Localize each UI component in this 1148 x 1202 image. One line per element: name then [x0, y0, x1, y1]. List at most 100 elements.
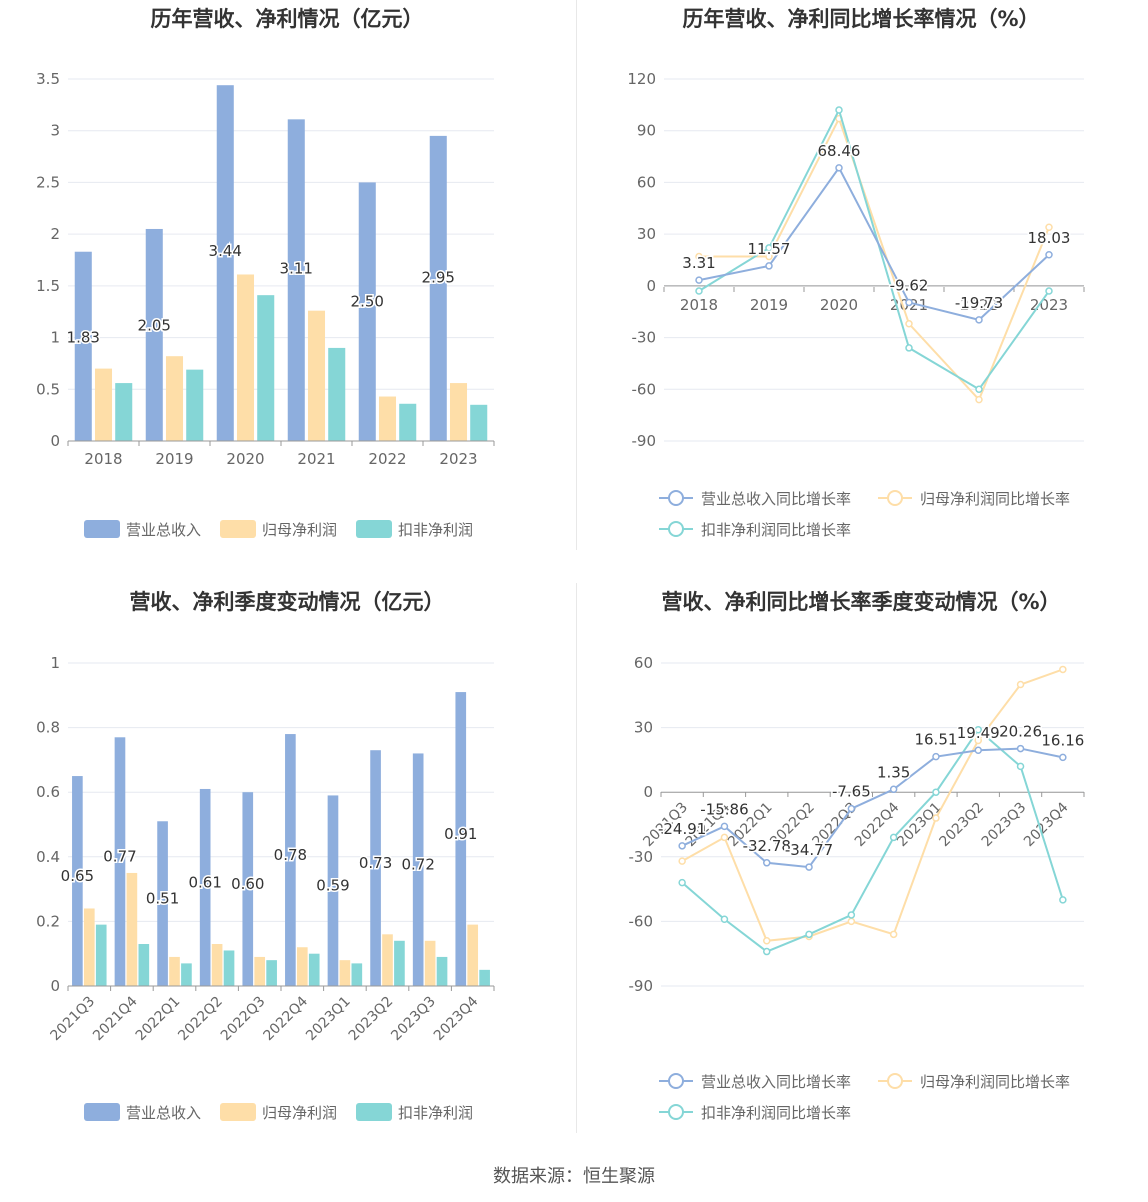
bar: [145, 228, 163, 441]
data-point: [763, 859, 771, 867]
data-label: -24.91: [658, 820, 706, 838]
data-label: 16.16: [1041, 731, 1084, 749]
bar: [257, 295, 275, 441]
y-tick-label: 60: [637, 173, 656, 191]
chart-quarterly-growth-svg: -90-60-30030602021Q32021Q42022Q12022Q220…: [629, 654, 1086, 1122]
data-point: [763, 947, 771, 956]
data-point: [1016, 744, 1025, 753]
data-point: [974, 726, 982, 734]
legend-marker: [668, 1104, 684, 1120]
data-point: [765, 252, 773, 261]
bar: [382, 934, 393, 986]
legend-marker: [887, 1073, 903, 1089]
bar: [266, 960, 277, 986]
data-label: 11.57: [748, 240, 791, 258]
bar: [181, 963, 192, 986]
chart-title: 营收、净利同比增长率季度变动情况（%）: [661, 590, 1061, 614]
legend-label: 归母净利润同比增长率: [920, 1073, 1070, 1091]
bar: [399, 403, 417, 441]
y-tick-label: 0.6: [36, 783, 60, 801]
data-point: [847, 804, 856, 813]
legend-label: 归母净利润: [262, 1104, 337, 1122]
data-point: [678, 857, 686, 865]
bar: [467, 924, 479, 986]
bar: [169, 956, 180, 986]
bar: [223, 950, 235, 986]
data-point: [1059, 896, 1067, 904]
y-tick-label: 1: [50, 329, 60, 347]
data-label: 0.77: [103, 848, 136, 866]
panel-divider: [576, 0, 577, 550]
series-line: [681, 668, 1064, 942]
legend-marker: [668, 1073, 684, 1089]
data-label: 0.51: [146, 890, 179, 908]
data-point: [974, 736, 982, 745]
x-tick-label: 2021Q3: [48, 994, 99, 1045]
data-label: -15.86: [700, 800, 748, 818]
bar: [236, 274, 255, 441]
data-point: [847, 917, 856, 926]
bar: [296, 947, 308, 986]
x-tick-label: 2018: [680, 296, 718, 314]
x-tick-label: 2022Q2: [175, 994, 226, 1045]
y-tick-label: 2: [50, 225, 60, 243]
data-label: 0.72: [401, 856, 434, 874]
y-tick-label: 30: [637, 225, 656, 243]
data-point: [932, 788, 940, 796]
x-tick-label: 2023Q4: [431, 993, 482, 1044]
x-tick-label: 2023Q3: [979, 800, 1030, 851]
data-point: [1045, 251, 1053, 259]
chart-title: 历年营收、净利同比增长率情况（%）: [682, 7, 1040, 31]
bar: [479, 969, 490, 986]
y-tick-label: 2.5: [36, 173, 60, 191]
y-tick-label: 0.5: [36, 380, 60, 398]
data-point: [720, 833, 729, 842]
data-point: [975, 316, 983, 324]
bar: [327, 795, 339, 986]
data-point: [974, 746, 982, 754]
y-tick-label: 0.2: [36, 912, 60, 930]
data-point: [765, 244, 773, 252]
bar: [436, 956, 448, 986]
x-tick-label: 2022Q4: [852, 799, 903, 850]
data-label: 0.61: [188, 873, 221, 891]
data-point: [765, 262, 773, 270]
data-point: [975, 395, 983, 404]
chart-title: 营收、净利季度变动情况（亿元）: [129, 590, 445, 614]
y-tick-label: 1.5: [36, 277, 60, 295]
data-point: [905, 298, 913, 307]
data-label: 1.35: [877, 763, 910, 781]
data-point: [905, 344, 913, 352]
legend-swatch: [220, 520, 256, 538]
x-tick-label: 2019: [750, 296, 788, 314]
chart-quarterly-growth: 营收、净利同比增长率季度变动情况（%） -90 -60 -30 0 30 60 2021Q3…: [574, 583, 1148, 1166]
y-tick-label: -30: [632, 329, 657, 347]
bar: [429, 135, 447, 441]
y-tick-label: 3.5: [36, 70, 60, 88]
data-point: [975, 385, 983, 394]
y-tick-label: -60: [632, 380, 657, 398]
bar: [95, 924, 107, 986]
data-label: 2.05: [138, 317, 171, 335]
data-point: [835, 164, 843, 172]
bar: [307, 310, 326, 441]
data-point: [889, 930, 898, 939]
y-tick-label: 30: [634, 719, 653, 737]
bar: [358, 182, 376, 441]
x-tick-label: 2023Q2: [346, 994, 397, 1045]
chart-title: 历年营收、净利情况（亿元）: [150, 7, 424, 31]
bar: [157, 821, 168, 986]
data-label: 0.78: [274, 846, 307, 864]
data-label: 0.59: [316, 877, 349, 895]
data-point: [1016, 680, 1025, 689]
data-label: 3.31: [682, 254, 715, 272]
legend-label: 营业总收入同比增长率: [701, 1073, 851, 1091]
bar: [211, 944, 223, 986]
data-label: 18.03: [1028, 229, 1071, 247]
series-line: [681, 747, 1064, 869]
data-label: -7.65: [832, 783, 871, 801]
data-source: 数据来源：恒生聚源: [493, 1166, 655, 1187]
y-tick-label: -60: [629, 912, 654, 930]
data-point: [835, 106, 843, 114]
data-label: 19.49: [957, 724, 1000, 742]
